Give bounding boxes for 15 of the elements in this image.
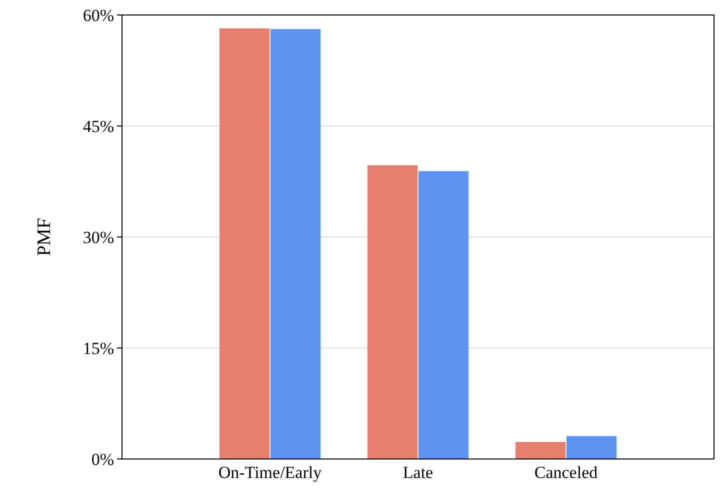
bar bbox=[566, 436, 617, 459]
bar bbox=[270, 29, 321, 459]
x-tick-label: On-Time/Early bbox=[218, 463, 322, 482]
y-axis-title: PMF bbox=[34, 218, 55, 256]
y-tick-label: 60% bbox=[82, 6, 114, 25]
y-tick-label: 15% bbox=[82, 338, 114, 358]
bar bbox=[515, 442, 566, 459]
x-tick-label: Late bbox=[402, 463, 434, 482]
x-tick-label: Canceled bbox=[534, 463, 598, 482]
y-tick-label: 0% bbox=[91, 450, 114, 469]
bar bbox=[418, 171, 469, 459]
bar bbox=[219, 28, 270, 459]
y-tick-label: 45% bbox=[82, 116, 114, 136]
y-tick-label: 30% bbox=[82, 228, 114, 247]
bar bbox=[367, 165, 418, 459]
